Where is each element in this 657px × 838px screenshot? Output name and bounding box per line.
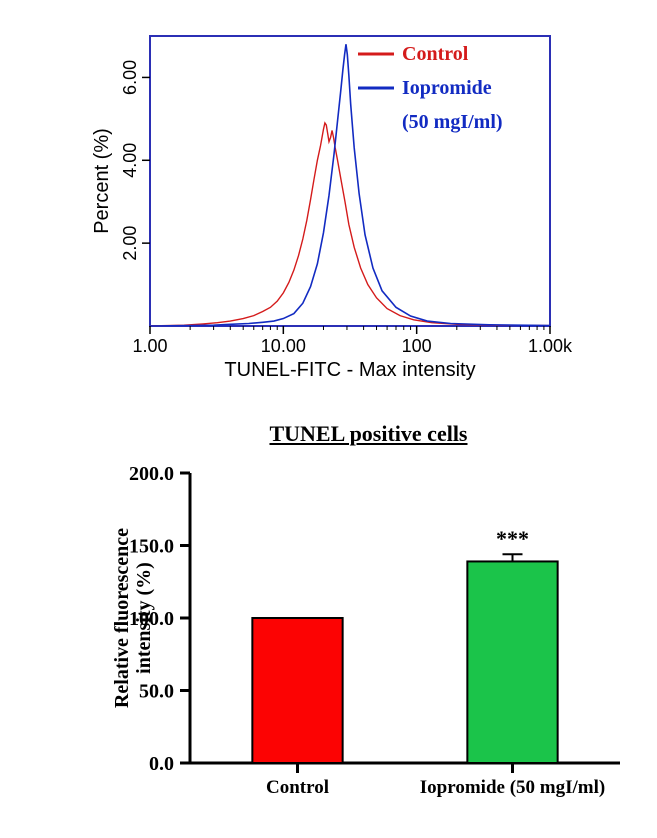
svg-text:2.00: 2.00 [120, 226, 140, 261]
svg-text:200.0: 200.0 [129, 463, 174, 485]
bar-chart-title: TUNEL positive cells [90, 421, 647, 447]
histogram-svg: 1.0010.001001.00k2.004.006.00TUNEL-FITC … [90, 30, 560, 386]
bar-chart-svg: 0.050.0100.0150.0200.0Relative fluoresce… [110, 453, 630, 813]
svg-text:intensity (%): intensity (%) [133, 562, 155, 674]
svg-text:10.00: 10.00 [261, 336, 306, 356]
svg-text:4.00: 4.00 [120, 143, 140, 178]
svg-text:6.00: 6.00 [120, 60, 140, 95]
histogram-panel: 1.00 10.00 100 1.00k 2.00 4.00 6.00 TUNEL-FITC … [90, 30, 647, 391]
bar-chart-panel: TUNEL positive cells 0.050.0100.0150.020… [110, 421, 647, 818]
svg-text:0.0: 0.0 [149, 753, 174, 775]
svg-text:Relative fluorescence: Relative fluorescence [111, 528, 133, 708]
svg-text:(50 mgI/ml): (50 mgI/ml) [402, 111, 503, 133]
svg-text:150.0: 150.0 [129, 536, 174, 558]
bar [467, 561, 557, 763]
svg-text:Iopromide: Iopromide [402, 77, 492, 99]
svg-text:50.0: 50.0 [139, 681, 174, 703]
svg-text:1.00: 1.00 [132, 336, 167, 356]
bar [252, 618, 342, 763]
svg-text:1.00k: 1.00k [528, 336, 573, 356]
svg-text:Control: Control [402, 43, 469, 65]
svg-text:100: 100 [402, 336, 432, 356]
svg-text:***: *** [496, 526, 529, 551]
svg-text:TUNEL-FITC - Max intensity: TUNEL-FITC - Max intensity [224, 359, 475, 381]
svg-text:Percent (%): Percent (%) [91, 128, 113, 234]
